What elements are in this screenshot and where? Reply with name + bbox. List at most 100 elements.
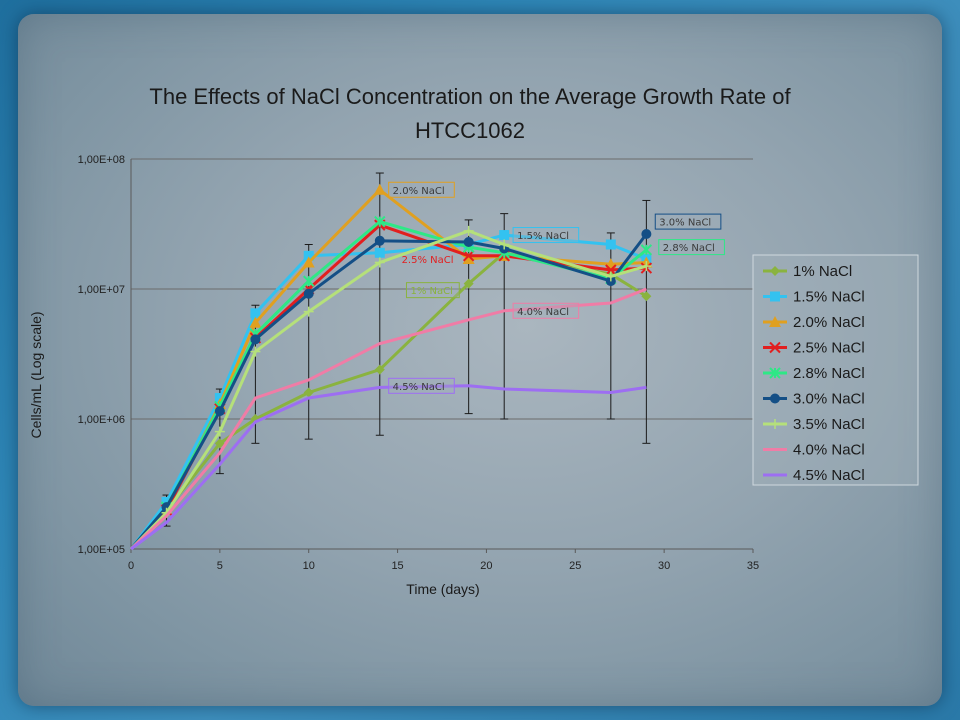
- series-1-nacl: [129, 247, 652, 551]
- y-tick-label: 1,00E+08: [78, 154, 125, 166]
- data-point: [214, 438, 225, 449]
- data-point: [770, 266, 780, 276]
- axes: 1,00E+05 1,00E+06 1,00E+07 1,00E+08 0 5 10 15 20…: [78, 154, 760, 572]
- legend-label: 2.5% NaCl: [793, 340, 865, 357]
- series-annotation: 1% NaCl: [405, 282, 460, 299]
- error-bar: [464, 219, 473, 415]
- legend-label: 3.0% NaCl: [793, 391, 865, 408]
- data-point: [214, 406, 225, 417]
- data-point: [640, 244, 653, 256]
- legend-label: 3.5% NaCl: [793, 416, 865, 433]
- data-point: [250, 334, 261, 345]
- data-point: [214, 393, 225, 404]
- data-point-stroke: [462, 250, 475, 262]
- annotation-box: [512, 302, 580, 319]
- data-point: [770, 393, 780, 404]
- x-tick-label: 25: [569, 560, 581, 572]
- data-point-stroke: [605, 264, 617, 276]
- legend-entry: 1% NaCl: [763, 263, 852, 280]
- legend-label: 2.0% NaCl: [793, 314, 865, 331]
- data-point: [499, 239, 510, 250]
- legend-entry: 2.8% NaCl: [763, 365, 865, 382]
- series-3-5-nacl: [129, 225, 652, 551]
- annotation-label: 2.0% NaCl: [393, 186, 445, 197]
- y-tick-label: 1,00E+06: [78, 414, 125, 426]
- data-point: [303, 306, 314, 317]
- data-point: [499, 230, 510, 241]
- error-bar: [642, 199, 651, 444]
- series-annotation: 1.5% NaCl: [512, 227, 580, 244]
- x-tick-label: 10: [303, 560, 315, 572]
- data-point: [373, 183, 386, 195]
- data-point: [374, 235, 385, 246]
- series-annotation: 4.5% NaCl: [388, 377, 455, 394]
- data-point: [250, 308, 261, 319]
- data-point: [250, 346, 261, 357]
- annotation-box: [388, 377, 455, 394]
- annotation-box: [512, 227, 580, 244]
- error-bar: [304, 243, 313, 440]
- chart-title-line-2: HTCC1062: [415, 118, 525, 143]
- x-tick-label: 0: [128, 560, 134, 572]
- data-point: [374, 215, 386, 228]
- data-point: [462, 250, 475, 262]
- data-point: [641, 291, 652, 302]
- data-point-stroke: [769, 341, 781, 354]
- y-tick-label: 1,00E+07: [78, 284, 125, 296]
- series-annotation: 3.0% NaCl: [654, 213, 722, 230]
- annotation-label: 1% NaCl: [410, 286, 452, 297]
- data-point: [641, 228, 652, 239]
- legend-entry: 3.5% NaCl: [763, 416, 865, 433]
- series-line: [129, 188, 647, 551]
- legend-entry: 2.0% NaCl: [763, 314, 865, 331]
- series-annotations: 2.0% NaCl 3.0% NaCl 1.5% NaCl 2.8% NaCl 2.5%…: [388, 181, 725, 394]
- annotation-label: 2.5% NaCl: [402, 255, 454, 266]
- legend-label: 1% NaCl: [793, 263, 852, 280]
- series-line: [129, 233, 647, 550]
- data-point: [249, 316, 262, 328]
- data-point: [463, 225, 474, 236]
- data-point: [641, 261, 652, 272]
- annotation-box: [405, 282, 460, 299]
- legend-entry: 4.0% NaCl: [763, 442, 865, 459]
- annotation-box: [654, 213, 722, 230]
- annotation-label: 4.5% NaCl: [393, 382, 445, 393]
- data-point: [303, 275, 315, 287]
- legend-label: 4.0% NaCl: [793, 442, 865, 459]
- error-bars: [162, 172, 651, 527]
- series-line: [129, 251, 648, 551]
- legend-entry: 4.5% NaCl: [763, 467, 865, 484]
- series-line: [130, 384, 647, 551]
- data-point: [303, 288, 314, 299]
- legend-entry: 3.0% NaCl: [763, 391, 865, 408]
- annotation-label: 2.8% NaCl: [663, 243, 715, 254]
- data-point: [374, 247, 385, 258]
- data-point: [303, 250, 314, 261]
- data-point: [605, 264, 617, 276]
- x-tick-label: 30: [658, 560, 670, 572]
- series-annotation: 4.0% NaCl: [512, 302, 580, 319]
- annotation-box: [388, 181, 455, 198]
- y-tick-label: 1,00E+05: [78, 544, 125, 556]
- data-point: [303, 387, 314, 398]
- data-point: [302, 256, 315, 268]
- legend-label: 1.5% NaCl: [793, 289, 865, 306]
- annotation-label: 4.0% NaCl: [517, 307, 569, 318]
- annotation-label: 1.5% NaCl: [517, 231, 569, 242]
- chart-title-line-1: The Effects of NaCl Concentration on the…: [149, 84, 791, 109]
- series-annotation: 2.0% NaCl: [388, 181, 455, 198]
- series-line: [129, 233, 648, 550]
- data-point: [374, 364, 385, 375]
- legend: 1% NaCl 1.5% NaCl 2.0% NaCl 2.5% NaCl 2.8% N…: [752, 254, 919, 486]
- annotation-box: [658, 239, 725, 256]
- data-point: [161, 496, 172, 507]
- data-point: [463, 236, 474, 247]
- data-point: [214, 426, 225, 437]
- y-axis-title: Cells/mL (Log scale): [28, 311, 44, 438]
- error-bar: [375, 172, 384, 436]
- data-point: [770, 291, 780, 302]
- legend-entry: 2.5% NaCl: [763, 340, 865, 357]
- data-point: [463, 278, 474, 289]
- series-annotation: 2.5% NaCl: [402, 255, 454, 266]
